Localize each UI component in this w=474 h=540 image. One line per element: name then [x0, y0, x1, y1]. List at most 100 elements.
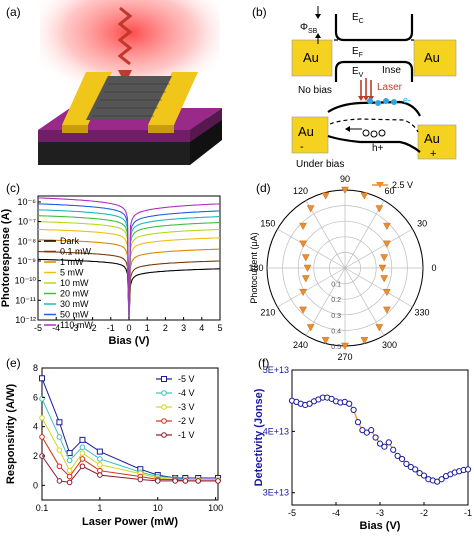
data-point-14	[350, 406, 357, 413]
substrate-front	[38, 140, 190, 165]
x-tick-label: 1	[97, 503, 102, 513]
data-point-19	[372, 434, 379, 441]
data-point-0	[378, 264, 387, 272]
x-tick-label: -4	[52, 323, 60, 333]
legend-label-5: 20 mW	[60, 289, 89, 299]
data-point	[39, 434, 45, 440]
angle-tick-label: 60	[384, 186, 394, 196]
y-axis-label: Detectivity (Jonse)	[253, 388, 265, 486]
legend-label-6: 30 mW	[60, 299, 89, 309]
left-electrode-front	[62, 125, 88, 133]
data-point-28	[412, 466, 419, 473]
x-axis-label: Bias (V)	[360, 520, 401, 532]
data-point	[79, 436, 86, 443]
data-point-17	[321, 337, 330, 345]
legend-label-4: 10 mW	[60, 278, 89, 288]
data-point	[79, 463, 86, 470]
phi-arrow-head-bottom	[315, 33, 321, 38]
data-point	[79, 444, 86, 451]
data-point	[66, 457, 73, 464]
angle-tick-label: 90	[340, 174, 350, 184]
polar-spoke	[344, 228, 413, 269]
au-top-left	[291, 39, 333, 77]
legend-marker-3	[161, 418, 167, 424]
data-point-15	[299, 306, 307, 314]
legend-label-3: -2 V	[178, 416, 195, 426]
angle-tick-label: 330	[415, 308, 430, 318]
y-tick-label: 0	[33, 480, 38, 490]
data-point-40	[464, 466, 472, 473]
hole-arrow-head	[345, 126, 350, 132]
data-point	[56, 463, 63, 470]
legend-marker-0	[161, 376, 167, 382]
phi-sb-label: ΦSB	[300, 22, 318, 35]
radial-tick-label: 0.3	[331, 313, 341, 320]
data-point-6	[341, 186, 349, 194]
legend-marker-4	[161, 432, 167, 438]
data-point	[66, 450, 73, 457]
holes-icon	[362, 129, 386, 138]
data-point	[66, 479, 73, 486]
angle-tick-label: 240	[293, 340, 308, 350]
x-tick-label: -3	[70, 323, 78, 333]
data-point-9	[299, 222, 307, 231]
polar-spoke	[305, 200, 346, 269]
y-tick-label: 4	[33, 422, 38, 432]
data-point	[39, 415, 45, 421]
ev-label: EV	[352, 66, 364, 79]
y-tick-label: 5E+13	[263, 365, 289, 375]
x-tick-label: 100	[208, 503, 223, 513]
radial-tick-label: 0.2	[331, 297, 341, 304]
chart-c: -5 -4 -3 -2 -1 0 1 2 3 4 5 10⁻⁶ 10⁻⁷ 10⁻⁸ 10⁻⁹ 10⁻¹⁰ 10⁻…	[0, 195, 223, 347]
data-point-22	[383, 288, 391, 297]
data-point-20	[376, 440, 384, 447]
legend-label-8: 110 mW	[60, 320, 93, 330]
y-axis-label: Photocurrent (μA)	[249, 232, 259, 303]
x-tick-label: -4	[332, 508, 340, 518]
y-axis-label: Photoresponse (A)	[0, 208, 12, 307]
angle-tick-label: 120	[293, 186, 308, 196]
data-point	[182, 478, 189, 484]
data-point-5	[360, 192, 369, 200]
ev-band-bias	[327, 134, 421, 153]
x-tick-label: -1	[464, 508, 472, 518]
data-point-23	[380, 275, 389, 283]
minus-label: -	[300, 141, 304, 153]
polar-spoke	[277, 267, 346, 308]
au-bottom-right-label: Au	[424, 131, 440, 146]
y-tick-label: 10⁻⁶	[18, 197, 37, 207]
data-point-3	[383, 222, 391, 231]
data-point-4	[375, 205, 384, 213]
data-point	[79, 456, 86, 462]
legend-label: 2.5 V	[392, 180, 413, 190]
laser-beam-icon	[117, 6, 133, 66]
x-tick-label: 2	[163, 323, 168, 333]
data-point-14	[299, 288, 307, 297]
data-point-20	[375, 324, 384, 332]
legend-label-1: -4 V	[178, 388, 195, 398]
legend-marker	[376, 182, 384, 188]
data-point-2	[383, 240, 391, 248]
data-point	[79, 450, 86, 456]
panel-c-label: (c)	[6, 181, 20, 195]
ef-line-bias	[329, 118, 419, 133]
inse-flake	[86, 76, 172, 120]
x-tick-label: 0.1	[36, 503, 49, 513]
data-point	[154, 478, 161, 484]
y-tick-label: 10⁻⁸	[17, 236, 36, 246]
plot-frame	[41, 367, 219, 501]
polar-spoke	[344, 267, 413, 308]
ec-label: EC	[352, 12, 364, 25]
ec-band-nobias	[334, 14, 414, 42]
panel-e-label: (e)	[6, 356, 21, 370]
au-bottom-right	[417, 124, 457, 160]
data-point-13	[346, 400, 353, 407]
data-point-23	[390, 446, 397, 453]
data-point	[215, 478, 221, 484]
x-axis-label: Laser Power (mW)	[82, 516, 178, 528]
legend-label-2: -3 V	[178, 402, 195, 412]
x-tick-label: 1	[145, 323, 150, 333]
y-axis-label: Responsivity (A/W)	[5, 384, 17, 485]
data-point-19	[360, 337, 369, 345]
data-point	[56, 434, 63, 440]
